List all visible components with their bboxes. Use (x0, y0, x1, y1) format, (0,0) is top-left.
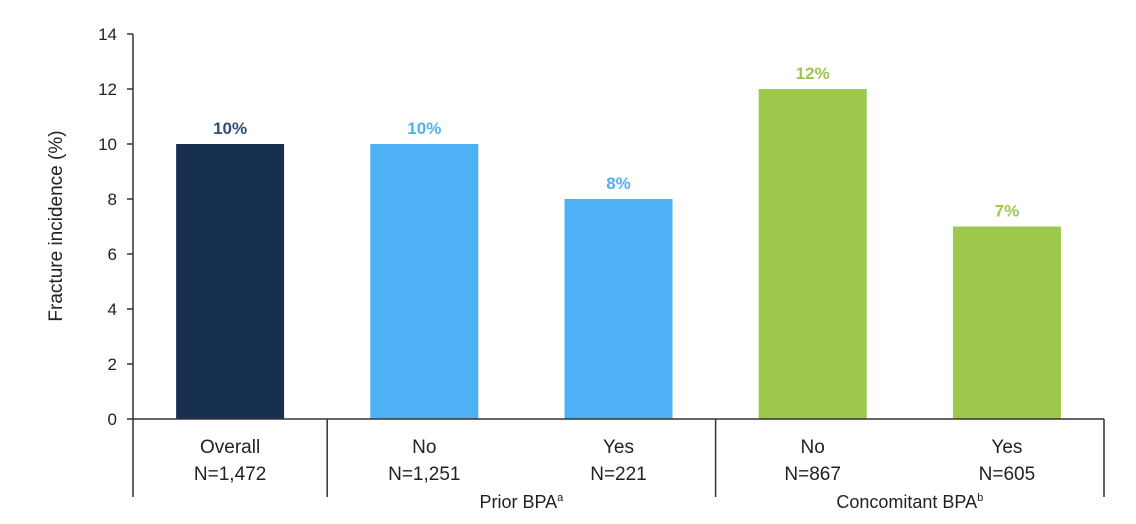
bar (370, 144, 479, 419)
bar-value-label: 10% (213, 119, 247, 138)
group-label: Prior BPAa (479, 492, 564, 512)
bar-value-label: 12% (796, 64, 830, 83)
y-axis-ticks: 0 2 4 6 8 10 12 14 (98, 25, 133, 429)
y-tick-label: 6 (108, 245, 117, 264)
category-n-label: N=867 (784, 464, 841, 485)
y-tick-label: 8 (108, 190, 117, 209)
bar-value-label: 10% (407, 119, 441, 138)
category-label: Yes (991, 437, 1022, 458)
y-tick-label: 12 (98, 80, 117, 99)
category-label: Overall (200, 437, 260, 458)
y-tick-label: 2 (108, 355, 117, 374)
category-n-label: N=221 (590, 464, 647, 485)
category-labels: Overall N=1,472 No N=1,251 Yes N=221 No N=867 Ye… (194, 437, 1035, 485)
category-label: Yes (603, 437, 634, 458)
category-n-label: N=1,472 (194, 464, 266, 485)
bar (176, 144, 285, 419)
y-axis-title: Fracture incidence (%) (46, 130, 67, 321)
y-tick-label: 0 (108, 410, 117, 429)
group-labels: Prior BPAa Concomitant BPAb (479, 492, 983, 512)
y-tick-label: 14 (98, 25, 117, 44)
category-n-label: N=1,251 (388, 464, 460, 485)
category-label: No (801, 437, 825, 458)
group-label: Concomitant BPAb (836, 492, 983, 512)
bar (564, 199, 673, 419)
axes-lines (132, 34, 1105, 497)
bar (758, 89, 867, 419)
y-tick-label: 4 (108, 300, 117, 319)
category-n-label: N=605 (979, 464, 1036, 485)
bar (952, 226, 1061, 419)
bar-value-label: 7% (995, 202, 1020, 221)
bars-group: 10% 10% 8% 12% 7% (176, 64, 1061, 419)
y-tick-label: 10 (98, 135, 117, 154)
bar-value-label: 8% (606, 174, 631, 193)
category-label: No (412, 437, 436, 458)
